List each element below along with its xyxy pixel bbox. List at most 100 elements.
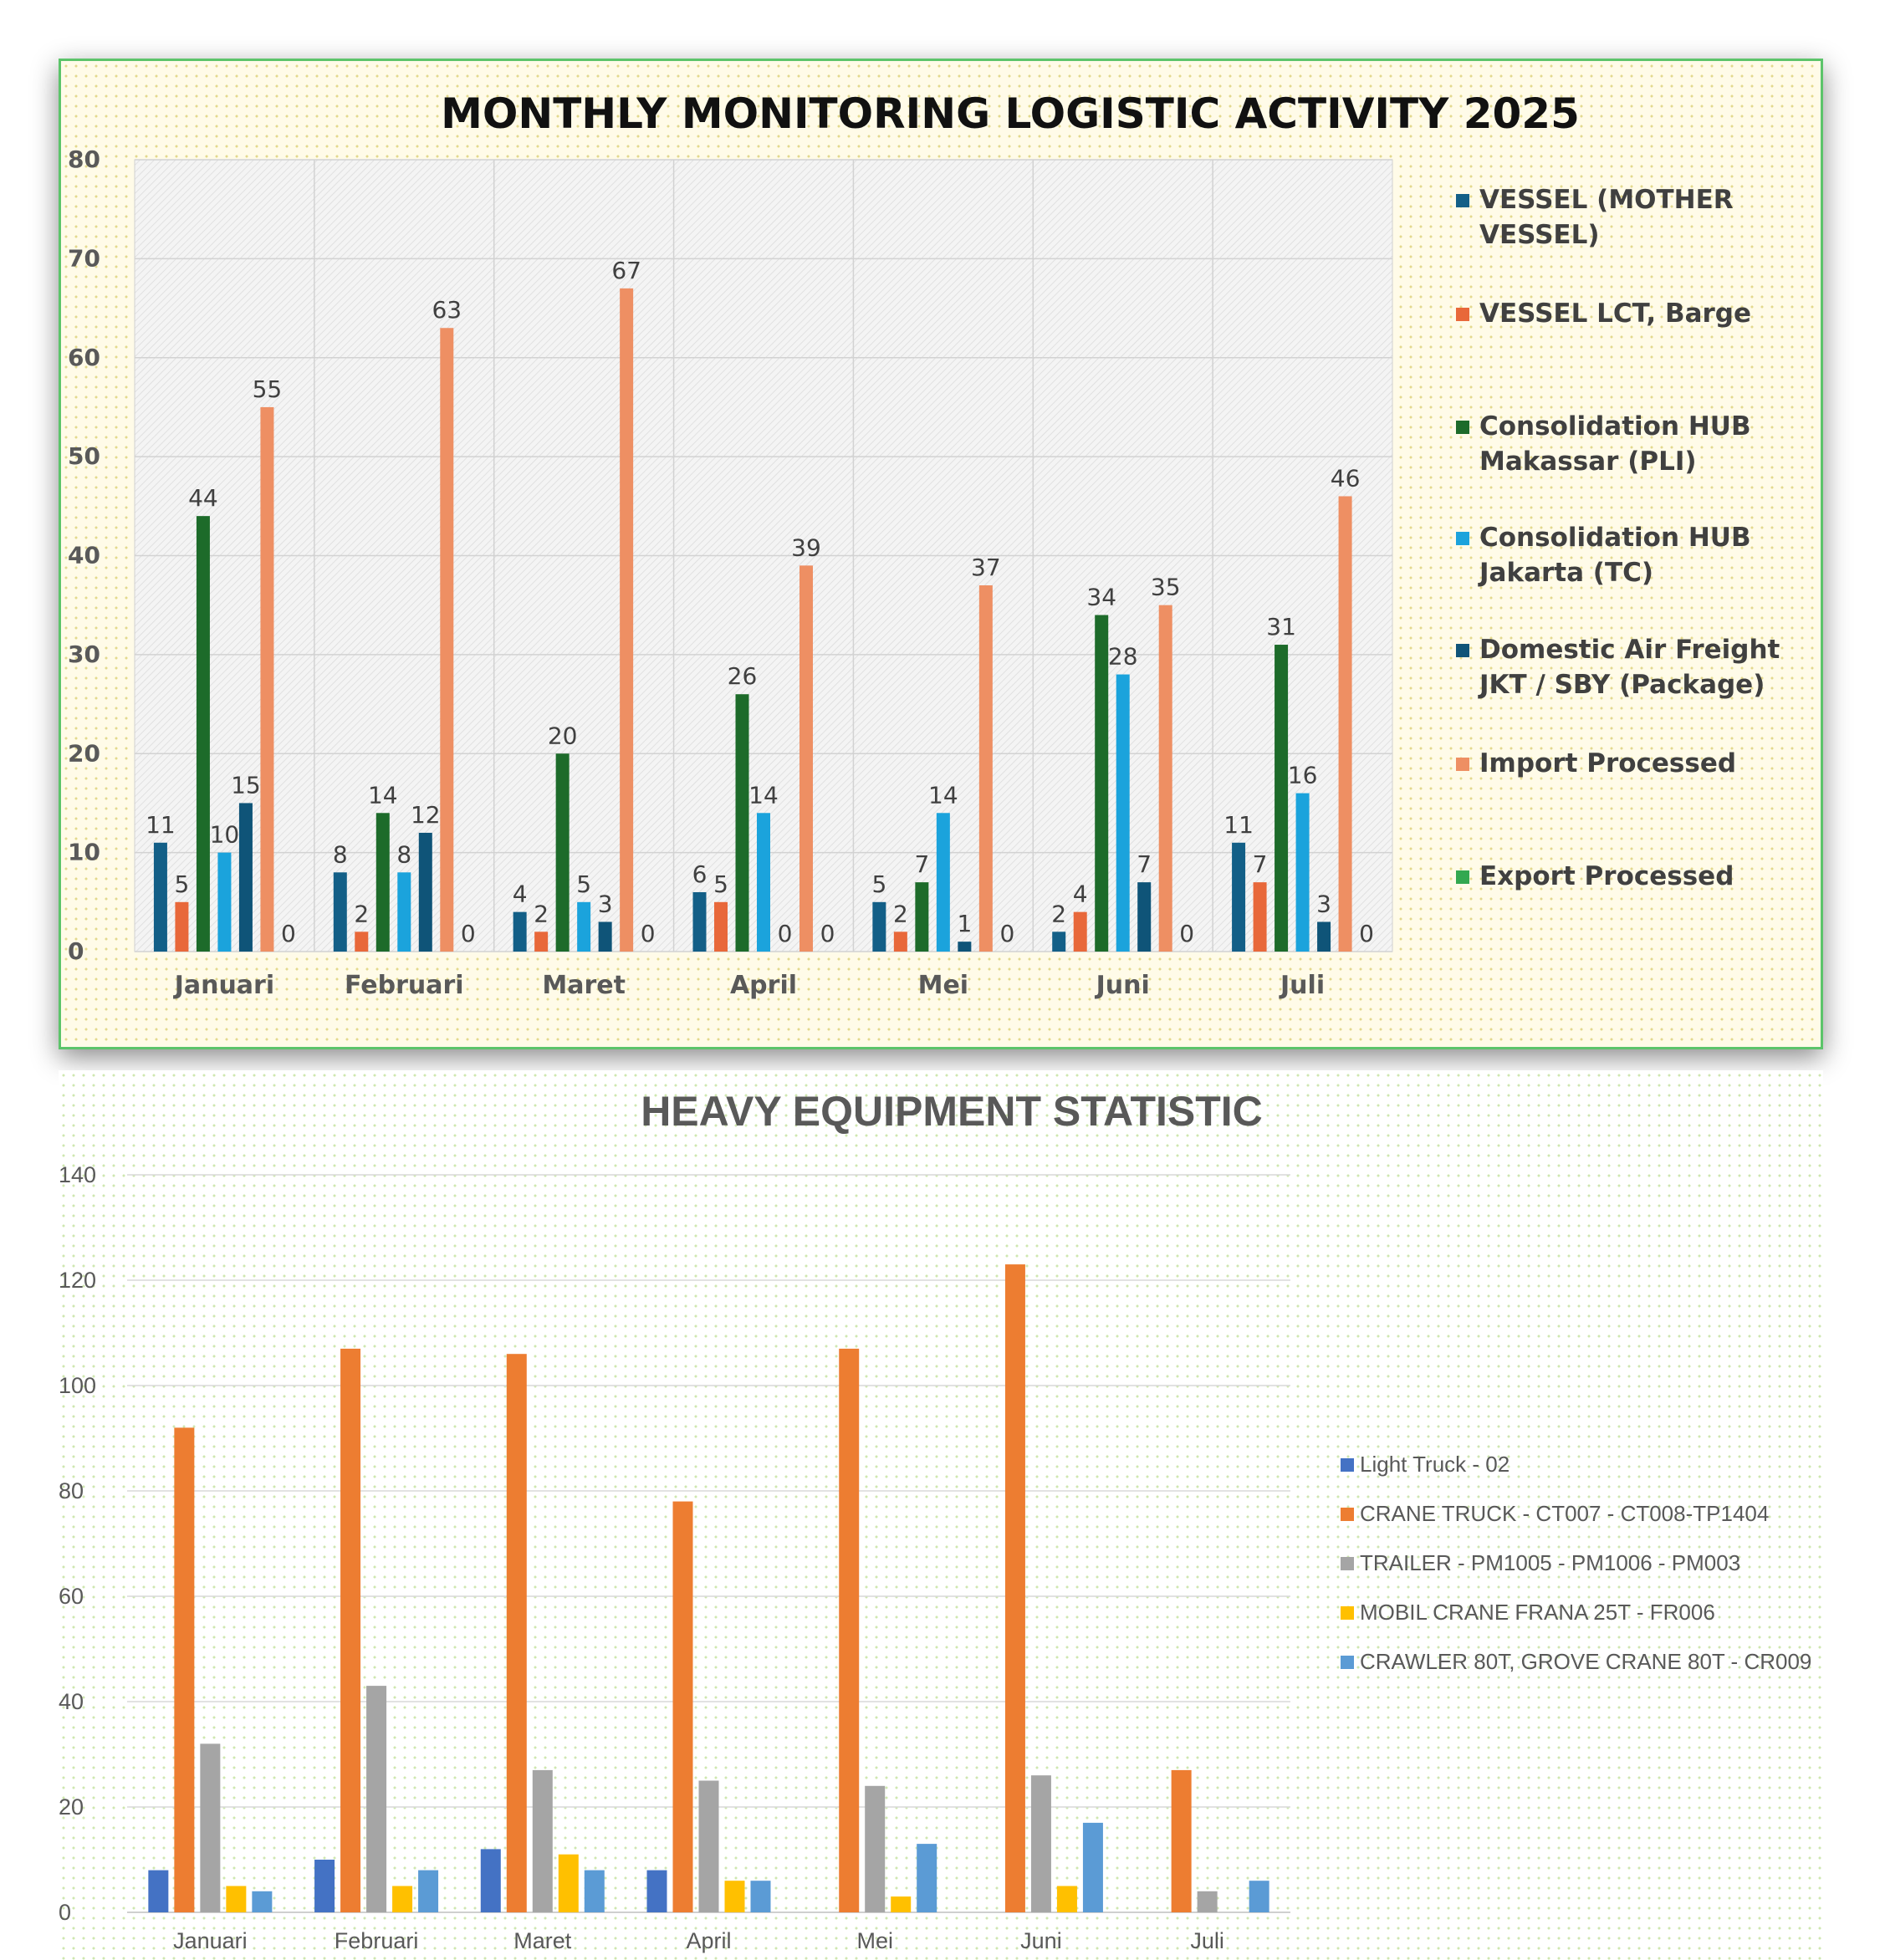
- y-tick-label: 30: [68, 641, 100, 668]
- bar-vessel-lct-barge-mei: [893, 932, 907, 952]
- bar-vessel-mother-vessel-mei: [872, 901, 886, 952]
- legend-label-consolidation-hub-makassar-pli: Makassar (PLI): [1479, 447, 1697, 477]
- bar-import-processed-april: [799, 565, 813, 952]
- bar-import-processed-januari: [260, 406, 274, 952]
- legend-swatch: [1456, 421, 1469, 434]
- chart-title: MONTHLY MONITORING LOGISTIC ACTIVITY 202…: [441, 89, 1580, 138]
- legend-label-crawler-80t-grove-crane-80t-cr009: CRAWLER 80T, GROVE CRANE 80T - CR009: [1360, 1649, 1811, 1674]
- data-label: 7: [1253, 850, 1268, 878]
- x-tick-label-maret: Maret: [542, 971, 626, 1000]
- legend-label-consolidation-hub-makassar-pli: Consolidation HUB: [1479, 411, 1751, 442]
- bar-vessel-mother-vessel-april: [692, 891, 707, 952]
- bar-consolidation-hub-jakarta-tc-april: [757, 813, 770, 952]
- data-label: 20: [548, 722, 578, 749]
- logistic-activity-chart-panel: MONTHLY MONITORING LOGISTIC ACTIVITY 202…: [59, 59, 1823, 1049]
- x-tick-label-juni: Juni: [1095, 971, 1150, 1000]
- bar-crane-truck-ct007-ct008-tp1404-februari: [340, 1348, 361, 1912]
- y-tick-label: 100: [59, 1373, 96, 1398]
- data-label: 3: [1316, 890, 1331, 917]
- data-label: 2: [1051, 900, 1066, 927]
- legend-label-consolidation-hub-jakarta-tc: Jakarta (TC): [1478, 558, 1653, 588]
- data-label: 6: [692, 860, 708, 888]
- bar-import-processed-maret: [620, 288, 634, 952]
- y-tick-label: 60: [59, 1584, 84, 1609]
- bar-light-truck-02-februari: [314, 1860, 335, 1912]
- bar-vessel-lct-barge-juli: [1253, 882, 1267, 952]
- bar-vessel-lct-barge-maret: [534, 932, 549, 952]
- legend-label-domestic-air-freight-jkt-sby-package: JKT / SBY (Package): [1478, 670, 1765, 700]
- x-tick-label-april: April: [686, 1928, 731, 1953]
- data-label: 28: [1108, 643, 1138, 671]
- legend-label-import-processed: Import Processed: [1479, 748, 1736, 778]
- bar-crawler-80t-grove-crane-80t-cr009-januari: [252, 1891, 273, 1912]
- bar-trailer-pm1005-pm1006-pm003-februari: [366, 1686, 387, 1912]
- bar-vessel-lct-barge-juni: [1073, 911, 1087, 952]
- data-label: 44: [188, 484, 218, 512]
- bar-mobil-crane-frana-25t-fr006-januari: [226, 1886, 247, 1912]
- legend-label-export-processed: Export Processed: [1479, 861, 1734, 891]
- y-tick-label: 20: [68, 739, 100, 767]
- x-tick-label-februari: Februari: [335, 1928, 419, 1953]
- x-tick-label-maret: Maret: [513, 1928, 572, 1953]
- legend-swatch: [1341, 1606, 1354, 1620]
- bar-vessel-lct-barge-januari: [175, 901, 189, 952]
- data-label: 16: [1288, 762, 1318, 789]
- bar-consolidation-hub-makassar-pli-januari: [196, 516, 210, 952]
- bar-consolidation-hub-makassar-pli-maret: [555, 753, 570, 952]
- bar-light-truck-02-maret: [480, 1849, 501, 1912]
- x-tick-label-mei: Mei: [918, 971, 968, 1000]
- data-label: 12: [411, 801, 441, 829]
- bar-crane-truck-ct007-ct008-tp1404-januari: [174, 1427, 195, 1912]
- data-label: 14: [748, 781, 779, 809]
- bar-import-processed-juli: [1338, 496, 1352, 952]
- bar-light-truck-02-januari: [148, 1870, 169, 1912]
- legend-swatch: [1456, 870, 1469, 884]
- data-label: 0: [999, 920, 1014, 947]
- bar-domestic-air-freight-jkt-sby-package-mei: [958, 942, 972, 952]
- data-label: 4: [513, 880, 528, 908]
- x-tick-label-januari: Januari: [173, 1928, 248, 1953]
- bar-domestic-air-freight-jkt-sby-package-juli: [1317, 921, 1331, 952]
- bar-trailer-pm1005-pm1006-pm003-juli: [1197, 1891, 1218, 1912]
- legend-swatch: [1456, 644, 1469, 657]
- bar-vessel-lct-barge-februari: [355, 932, 369, 952]
- legend-label-vessel-lct-barge: VESSEL LCT, Barge: [1479, 299, 1751, 329]
- bar-consolidation-hub-makassar-pli-februari: [375, 813, 390, 952]
- legend-label-vessel-mother-vessel: VESSEL): [1479, 220, 1600, 250]
- x-tick-label-april: April: [730, 971, 797, 1000]
- data-label: 3: [598, 890, 613, 917]
- y-tick-label: 0: [68, 937, 84, 965]
- legend-label-crane-truck-ct007-ct008-tp1404: CRANE TRUCK - CT007 - CT008-TP1404: [1360, 1501, 1769, 1526]
- bar-mobil-crane-frana-25t-fr006-maret: [558, 1854, 579, 1912]
- logistic-activity-chart: MONTHLY MONITORING LOGISTIC ACTIVITY 202…: [68, 89, 1780, 1000]
- bar-domestic-air-freight-jkt-sby-package-januari: [238, 803, 253, 952]
- data-label: 8: [396, 840, 411, 868]
- bar-trailer-pm1005-pm1006-pm003-maret: [532, 1769, 553, 1912]
- x-tick-label-februari: Februari: [345, 971, 464, 1000]
- bar-crawler-80t-grove-crane-80t-cr009-mei: [917, 1844, 937, 1912]
- data-label: 63: [432, 296, 462, 324]
- bar-consolidation-hub-makassar-pli-mei: [915, 882, 929, 952]
- legend-swatch: [1341, 1458, 1354, 1472]
- data-label: 34: [1086, 584, 1116, 611]
- data-label: 11: [1223, 811, 1254, 839]
- legend-label-vessel-mother-vessel: VESSEL (MOTHER: [1479, 185, 1734, 215]
- x-tick-label-juli: Juli: [1190, 1928, 1224, 1953]
- x-tick-label-juli: Juli: [1279, 971, 1325, 1000]
- bar-consolidation-hub-jakarta-tc-juni: [1116, 674, 1130, 952]
- bar-import-processed-juni: [1158, 605, 1172, 952]
- data-label: 0: [641, 920, 656, 947]
- bar-consolidation-hub-makassar-pli-juni: [1095, 615, 1109, 952]
- bar-import-processed-februari: [440, 328, 454, 952]
- data-label: 37: [971, 554, 1001, 581]
- data-label: 11: [146, 811, 176, 839]
- bar-crawler-80t-grove-crane-80t-cr009-juli: [1249, 1881, 1269, 1912]
- y-tick-label: 80: [59, 1478, 84, 1503]
- bar-crane-truck-ct007-ct008-tp1404-juli: [1171, 1769, 1192, 1912]
- bar-crane-truck-ct007-ct008-tp1404-maret: [506, 1354, 527, 1912]
- data-label: 55: [253, 375, 283, 403]
- legend-swatch: [1341, 1557, 1354, 1570]
- bar-trailer-pm1005-pm1006-pm003-januari: [200, 1743, 221, 1912]
- x-tick-label-mei: Mei: [856, 1928, 893, 1953]
- data-label: 0: [281, 920, 296, 947]
